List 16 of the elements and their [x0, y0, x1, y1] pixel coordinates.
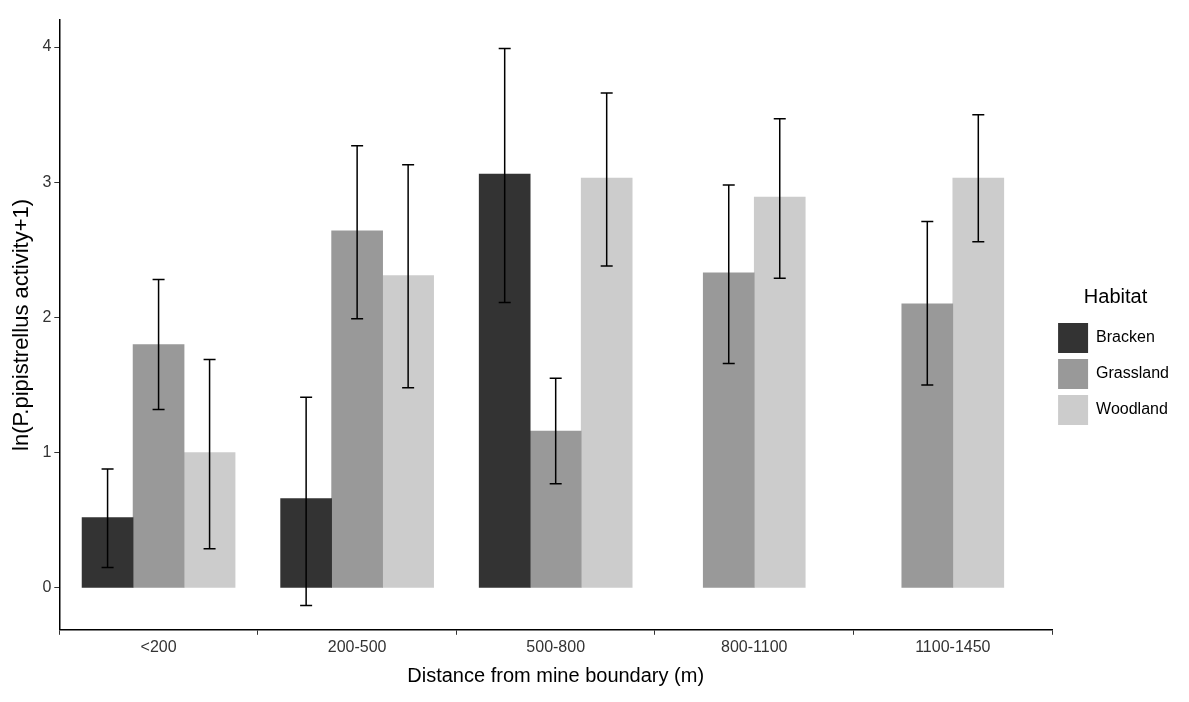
legend-label: Grassland: [1096, 364, 1169, 382]
y-tick-label: 0: [42, 578, 52, 596]
x-tick-label: <200: [140, 637, 177, 655]
y-tick-label: 3: [42, 172, 52, 190]
legend-title: Habitat: [1083, 284, 1148, 307]
y-tick-label: 1: [42, 443, 52, 461]
x-tick-label: 800-1100: [721, 637, 788, 655]
legend-label: Bracken: [1096, 328, 1155, 346]
y-tick-label: 2: [42, 307, 52, 325]
y-axis-title: ln(P.pipistrellus activity+1): [8, 198, 34, 451]
x-axis-title: Distance from mine boundary (m): [407, 663, 705, 686]
x-tick-label: 200-500: [327, 637, 387, 655]
x-tick-label: 1100-1450: [915, 637, 991, 655]
x-tick-label: 500-800: [526, 637, 586, 655]
y-tick-label: 4: [42, 37, 52, 55]
legend-label: Woodland: [1096, 400, 1168, 418]
